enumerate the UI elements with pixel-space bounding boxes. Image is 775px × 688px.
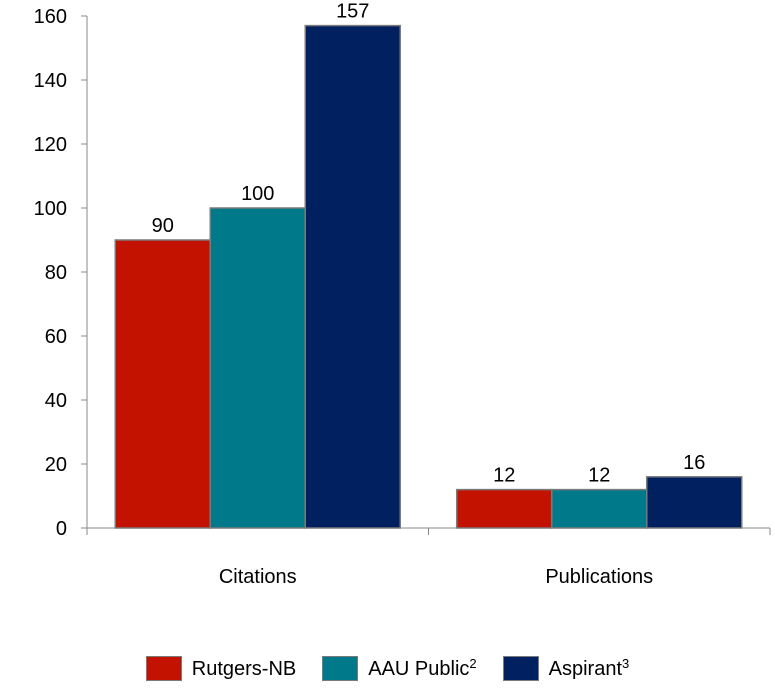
y-tick-label: 160 [34,6,67,28]
y-tick-label: 140 [34,70,67,92]
bar [456,488,553,529]
y-tick-label: 40 [45,390,67,412]
legend-item-aspirant: Aspirant3 [502,655,630,681]
bars [114,24,743,529]
bar [646,476,743,529]
bar [551,488,648,529]
data-labels: 90 100 157 12 12 16 [152,1,706,487]
legend-swatch-rutgers-nb [145,655,182,681]
y-tick-label: 100 [34,198,67,220]
data-label: 157 [336,1,369,23]
legend-label-aau-public: AAU Public2 [368,655,477,680]
data-label: 12 [493,465,515,487]
legend-item-aau-public: AAU Public2 [322,655,477,681]
legend-item-rutgers-nb: Rutgers-NB [145,655,297,681]
y-tick-label: 60 [45,326,67,348]
legend: Rutgers-NB AAU Public2 Aspirant3 [0,648,775,688]
data-label: 90 [152,215,174,237]
legend-swatch-aspirant [502,655,539,681]
y-axis: 0 20 40 60 80 100 120 140 160 [34,6,88,540]
bar-chart: 0 20 40 60 80 100 120 140 160 Citations Publicati… [34,1,771,588]
bar [114,239,211,529]
legend-label-rutgers-nb: Rutgers-NB [191,657,297,680]
legend-label-aspirant: Aspirant3 [548,655,630,680]
y-tick-label: 0 [56,518,67,540]
bar [304,24,401,529]
x-axis: Citations Publications [86,527,771,588]
y-tick-label: 80 [45,262,67,284]
legend-swatch-aau-public [322,655,359,681]
x-category-label: Publications [545,566,653,588]
data-label: 16 [683,452,705,474]
y-tick-label: 120 [34,134,67,156]
data-label: 12 [588,465,610,487]
y-tick-label: 20 [45,454,67,476]
data-label: 100 [241,183,274,205]
bar [209,207,306,529]
x-category-label: Citations [219,566,297,588]
